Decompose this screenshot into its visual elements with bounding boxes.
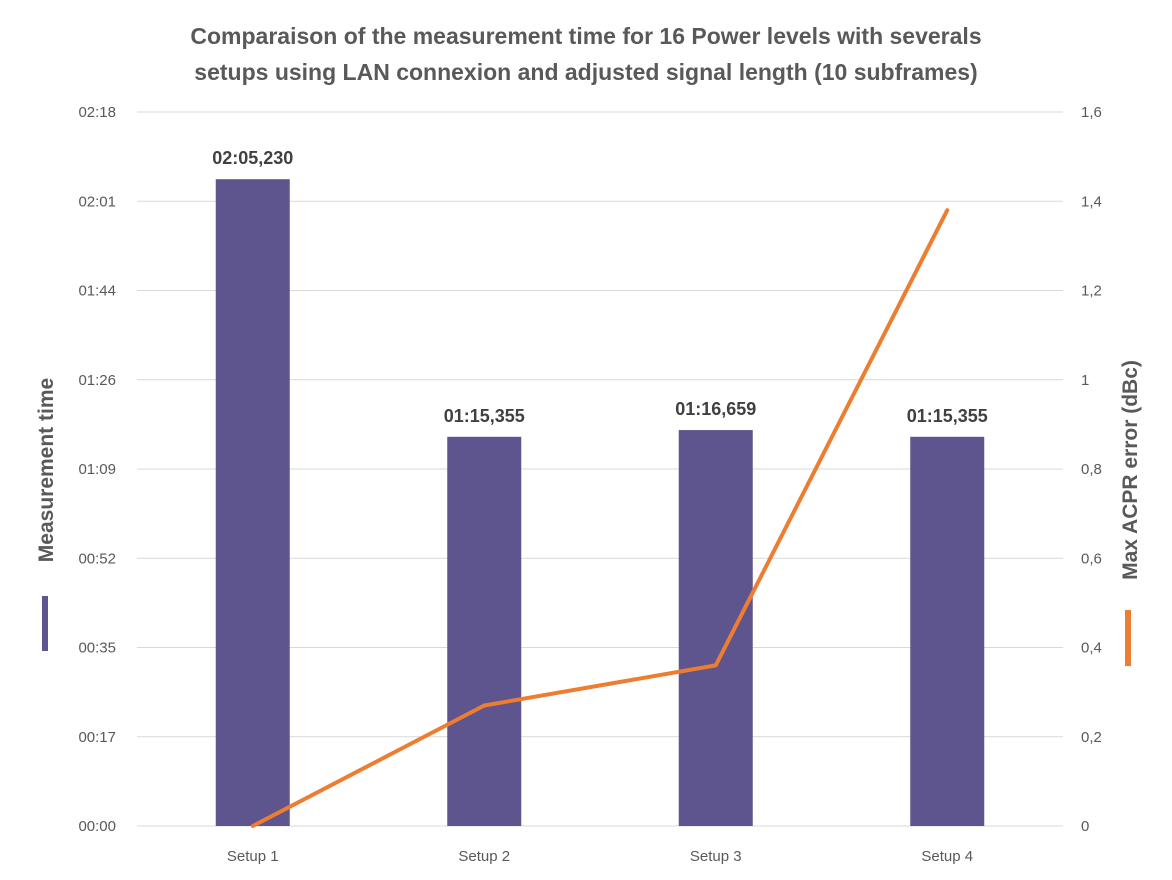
left-tick-label: 00:00 — [78, 818, 116, 835]
right-tick-label: 0,8 — [1081, 461, 1102, 478]
chart-title-line-1: Comparaison of the measurement time for … — [190, 23, 981, 49]
left-tick-label: 02:01 — [78, 193, 116, 210]
left-tick-label: 02:18 — [78, 104, 116, 121]
category-label: Setup 2 — [458, 848, 510, 865]
bar — [215, 179, 290, 826]
category-label: Setup 4 — [921, 848, 973, 865]
right-tick-label: 1 — [1081, 372, 1089, 389]
bar-data-label: 01:16,659 — [675, 399, 756, 419]
bar-data-label: 01:15,355 — [444, 406, 525, 426]
left-tick-label: 00:35 — [78, 640, 116, 657]
chart-title: Comparaison of the measurement time for … — [190, 23, 981, 85]
category-label: Setup 3 — [690, 848, 742, 865]
category-label: Setup 1 — [227, 848, 279, 865]
right-axis-title-text: Max ACPR error (dBc) — [1119, 360, 1142, 580]
right-axis-title: Max ACPR error (dBc) — [1119, 360, 1142, 666]
bar-series — [215, 179, 985, 826]
left-tick-label: 01:44 — [78, 283, 116, 300]
left-tick-label: 01:26 — [78, 372, 116, 389]
left-tick-label: 00:17 — [78, 729, 116, 746]
bar — [910, 436, 985, 826]
acpr-error-line — [250, 208, 950, 828]
left-axis-ticks: 00:00 00:17 00:35 00:52 01:09 01:26 01:44 02:01… — [78, 104, 116, 835]
right-tick-label: 1,6 — [1081, 104, 1102, 121]
right-tick-label: 0,6 — [1081, 550, 1102, 567]
left-axis-title-text: Measurement time — [35, 378, 58, 562]
right-tick-label: 0,2 — [1081, 729, 1102, 746]
bar-data-label: 02:05,230 — [212, 148, 293, 168]
right-tick-label: 0 — [1081, 818, 1089, 835]
category-labels: Setup 1 Setup 2 Setup 3 Setup 4 — [227, 848, 973, 865]
bar — [447, 436, 522, 826]
right-tick-label: 0,4 — [1081, 640, 1102, 657]
bar — [678, 430, 753, 826]
left-tick-label: 01:09 — [78, 461, 116, 478]
chart-title-line-2: setups using LAN connexion and adjusted … — [194, 59, 977, 85]
right-tick-label: 1,4 — [1081, 193, 1102, 210]
bar-data-label: 01:15,355 — [907, 406, 988, 426]
left-axis-title: Measurement time — [35, 378, 58, 651]
right-tick-label: 1,2 — [1081, 283, 1102, 300]
gridlines — [137, 111, 1063, 827]
left-tick-label: 00:52 — [78, 550, 116, 567]
right-axis-ticks: 0 0,2 0,4 0,6 0,8 1 1,2 1,4 1,6 — [1081, 104, 1102, 835]
line-series — [250, 208, 950, 828]
bar-data-labels: 02:05,230 01:15,355 01:16,659 01:15,355 — [212, 148, 988, 426]
